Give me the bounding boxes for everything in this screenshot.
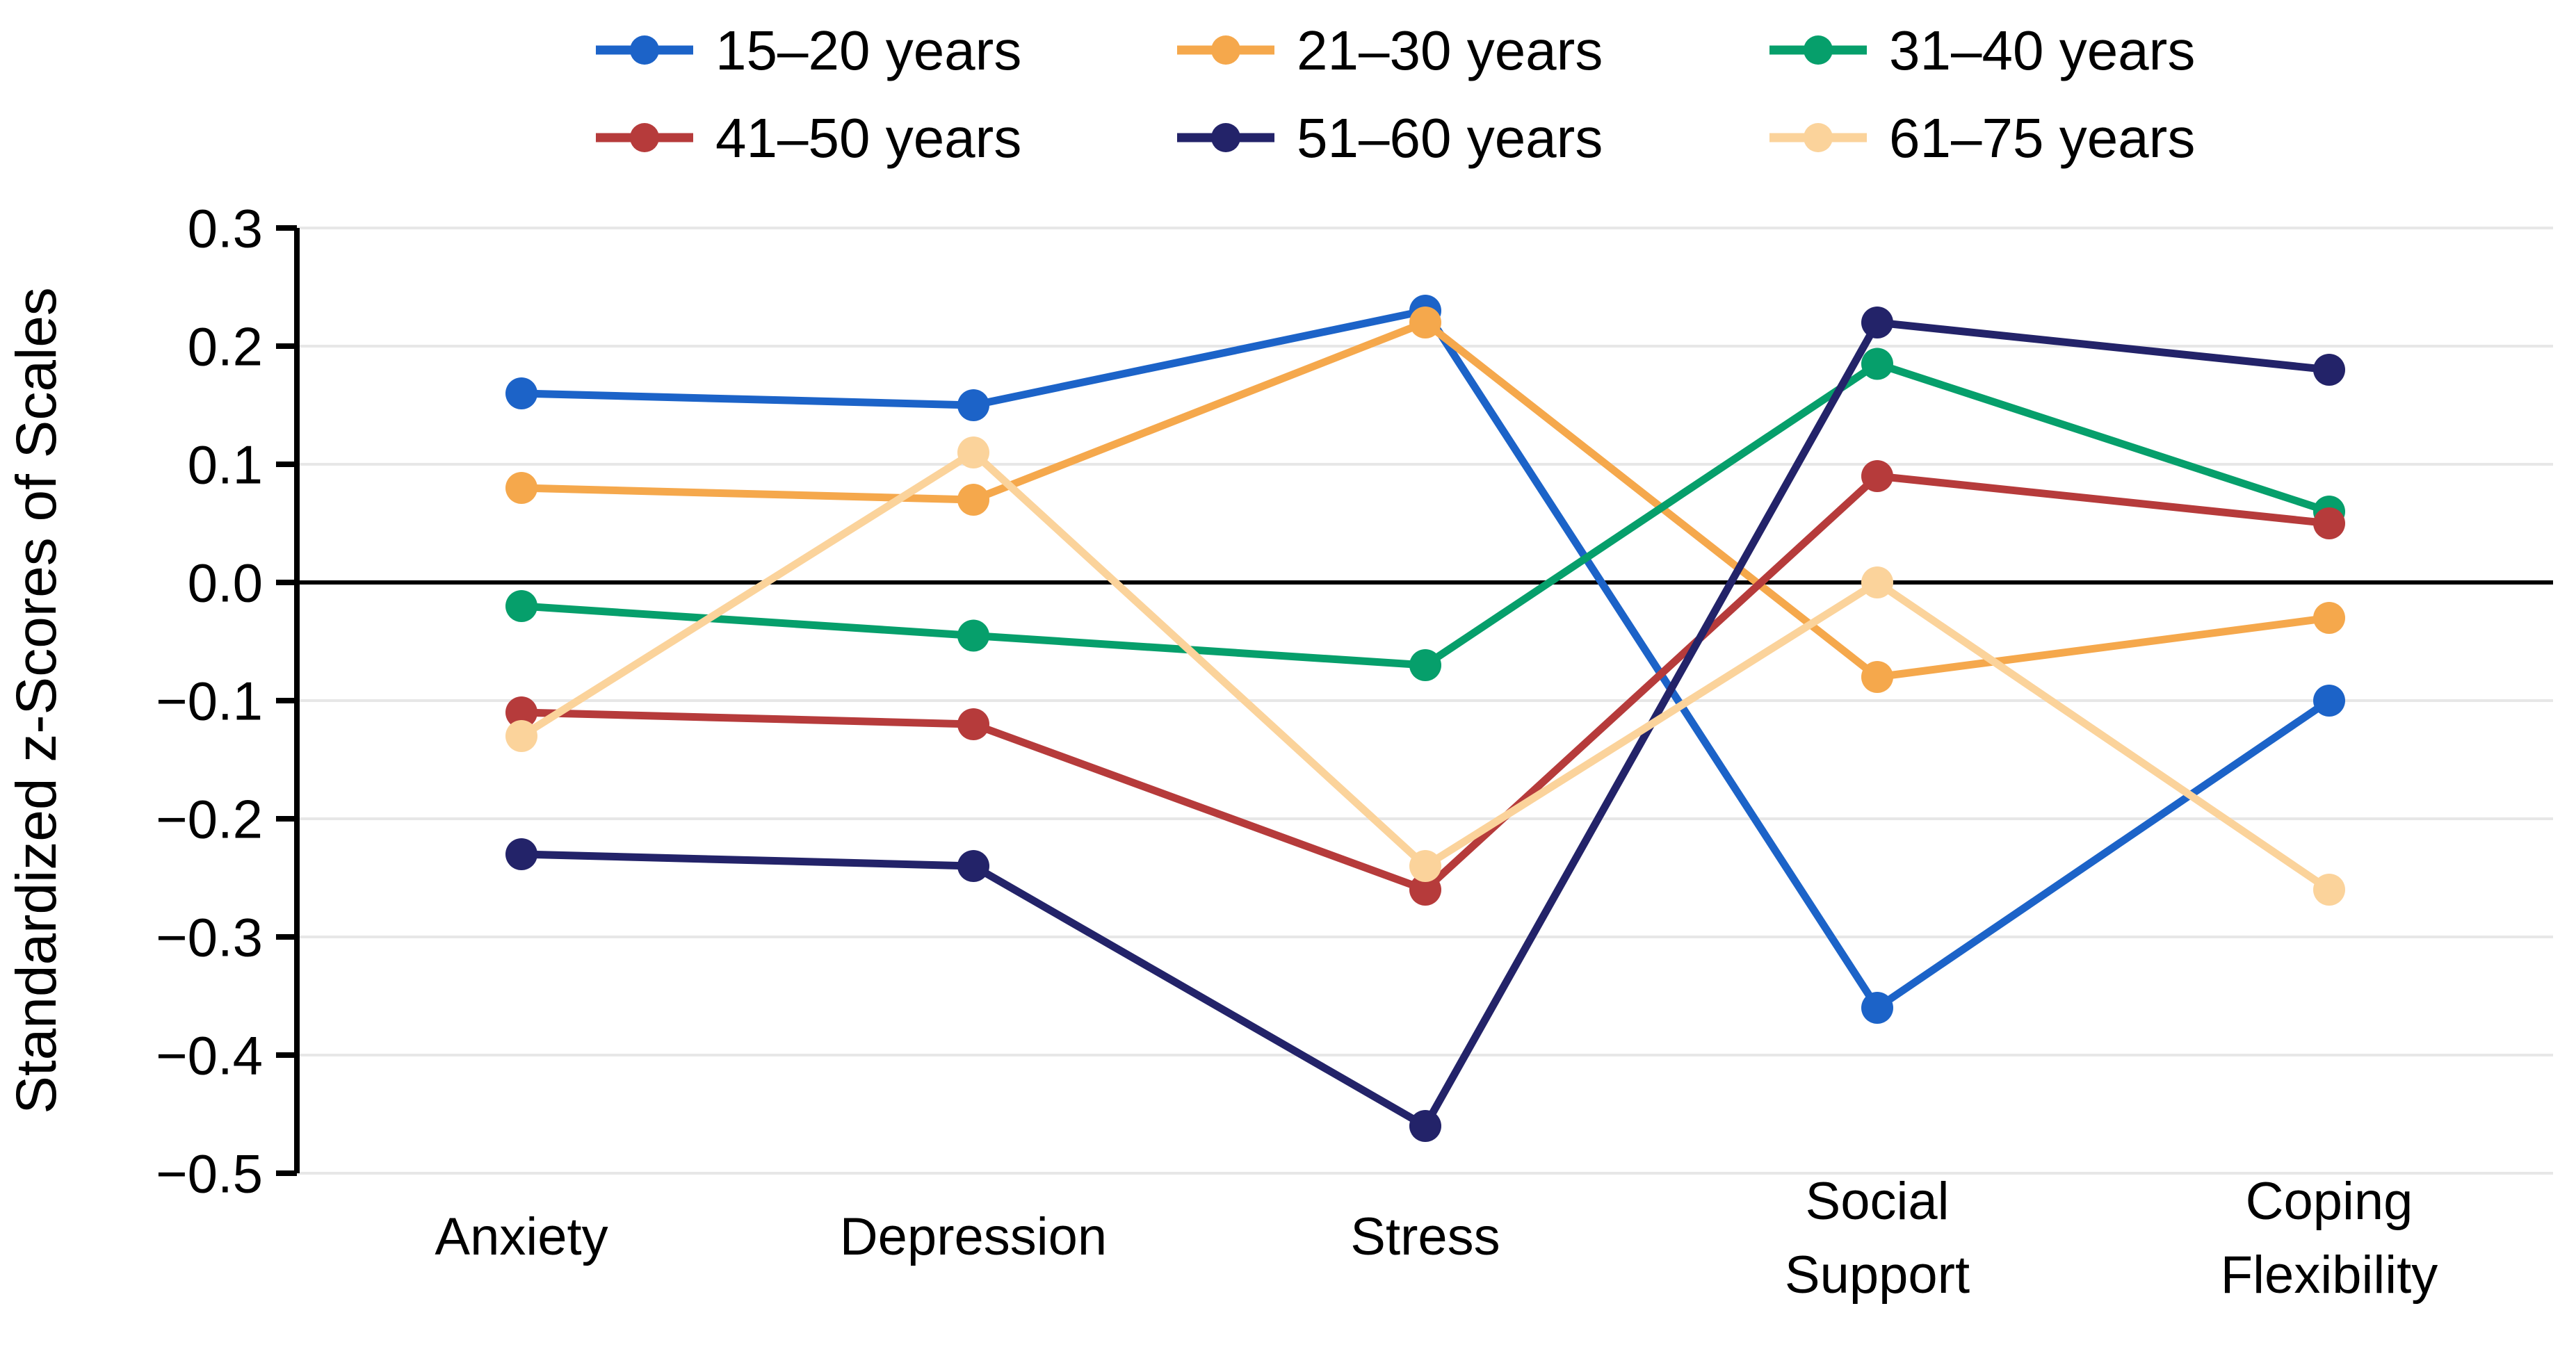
x-axis-label-text: Support xyxy=(1785,1246,1970,1305)
legend-item-61-75-years[interactable]: 61–75 years xyxy=(1769,107,2195,169)
data-point-51-60-years-social-support[interactable] xyxy=(1861,307,1893,338)
x-axis-label-social-support: Social Support xyxy=(1785,1172,1970,1305)
data-point-61-75-years-social-support[interactable] xyxy=(1861,566,1893,598)
legend-marker-dot xyxy=(630,35,659,65)
data-point-41-50-years-anxiety[interactable] xyxy=(505,696,537,728)
series-21-30-years xyxy=(505,307,2345,693)
y-axis-tick-label: 0.2 xyxy=(188,316,263,377)
data-point-51-60-years-coping-flexibility[interactable] xyxy=(2313,354,2345,386)
series-line-31-40-years xyxy=(517,360,2333,669)
data-point-61-75-years-anxiety[interactable] xyxy=(505,720,537,752)
y-axis-tick-label: 0.0 xyxy=(188,552,263,613)
data-point-41-50-years-depression[interactable] xyxy=(957,708,989,740)
x-axis-label-text: Coping xyxy=(2246,1172,2413,1231)
data-point-21-30-years-depression[interactable] xyxy=(957,484,989,516)
data-point-41-50-years-social-support[interactable] xyxy=(1861,460,1893,492)
y-axis-tick-label: −0.2 xyxy=(156,788,263,849)
y-axis-tick-label: −0.3 xyxy=(156,906,263,968)
data-point-15-20-years-social-support[interactable] xyxy=(1861,992,1893,1024)
data-point-21-30-years-anxiety[interactable] xyxy=(505,472,537,504)
data-point-51-60-years-anxiety[interactable] xyxy=(505,838,537,870)
series-61-75-years xyxy=(505,436,2345,906)
data-point-15-20-years-anxiety[interactable] xyxy=(505,377,537,409)
data-point-15-20-years-depression[interactable] xyxy=(957,389,989,421)
data-point-21-30-years-stress[interactable] xyxy=(1409,307,1441,338)
legend-label: 51–60 years xyxy=(1297,107,1603,169)
series-51-60-years xyxy=(505,307,2345,1142)
y-axis-title: Standardized z-Scores of Scales xyxy=(5,287,68,1114)
data-point-51-60-years-depression[interactable] xyxy=(957,850,989,882)
x-axis-label-text: Flexibility xyxy=(2221,1246,2438,1305)
data-point-41-50-years-coping-flexibility[interactable] xyxy=(2313,507,2345,539)
y-axis-tick-label: −0.4 xyxy=(156,1024,263,1086)
legend-label: 41–50 years xyxy=(715,107,1021,169)
y-axis-tick-label: −0.1 xyxy=(156,670,263,731)
data-point-61-75-years-coping-flexibility[interactable] xyxy=(2313,874,2345,906)
data-point-51-60-years-stress[interactable] xyxy=(1409,1110,1441,1142)
x-axis-label-text: Social xyxy=(1806,1172,1950,1231)
legend-label: 21–30 years xyxy=(1297,19,1603,81)
legend: 15–20 years 21–30 years 31–40 years 41–50 y… xyxy=(596,19,2195,169)
x-axis-label-stress: Stress xyxy=(1350,1207,1500,1266)
legend-item-31-40-years[interactable]: 31–40 years xyxy=(1769,19,2195,81)
x-axis-label-text: Depression xyxy=(840,1207,1107,1266)
series-line-51-60-years xyxy=(517,318,2333,1130)
legend-marker-dot xyxy=(1211,35,1240,65)
data-point-31-40-years-social-support[interactable] xyxy=(1861,348,1893,380)
legend-label: 61–75 years xyxy=(1889,107,2195,169)
data-point-31-40-years-depression[interactable] xyxy=(957,619,989,652)
legend-marker-dot xyxy=(630,123,659,152)
series-41-50-years xyxy=(505,460,2345,906)
x-axis-label-depression: Depression xyxy=(840,1207,1107,1266)
legend-item-41-50-years[interactable]: 41–50 years xyxy=(596,107,1021,169)
legend-label: 15–20 years xyxy=(715,19,1021,81)
data-point-21-30-years-social-support[interactable] xyxy=(1861,661,1893,693)
y-axis-tick-label: 0.3 xyxy=(188,197,263,259)
legend-marker-dot xyxy=(1804,35,1833,65)
data-point-21-30-years-coping-flexibility[interactable] xyxy=(2313,602,2345,634)
x-axis-label-text: Anxiety xyxy=(435,1207,608,1266)
x-axis-label-text: Stress xyxy=(1350,1207,1500,1266)
y-axis-tick-label: −0.5 xyxy=(156,1143,263,1204)
data-point-15-20-years-coping-flexibility[interactable] xyxy=(2313,685,2345,717)
data-point-31-40-years-stress[interactable] xyxy=(1409,649,1441,681)
x-axis-label-anxiety: Anxiety xyxy=(435,1207,608,1266)
x-axis-label-coping-flexibility: Coping Flexibility xyxy=(2221,1172,2438,1305)
legend-marker-dot xyxy=(1211,123,1240,152)
series-line-41-50-years xyxy=(517,472,2333,894)
legend-item-51-60-years[interactable]: 51–60 years xyxy=(1177,107,1603,169)
y-axis-tick-label: 0.1 xyxy=(188,434,263,495)
legend-item-21-30-years[interactable]: 21–30 years xyxy=(1177,19,1603,81)
legend-label: 31–40 years xyxy=(1889,19,2195,81)
data-point-41-50-years-stress[interactable] xyxy=(1409,874,1441,906)
legend-item-15-20-years[interactable]: 15–20 years xyxy=(596,19,1021,81)
data-point-61-75-years-stress[interactable] xyxy=(1409,850,1441,882)
data-point-61-75-years-depression[interactable] xyxy=(957,436,989,468)
data-point-31-40-years-anxiety[interactable] xyxy=(505,590,537,622)
legend-marker-dot xyxy=(1804,123,1833,152)
